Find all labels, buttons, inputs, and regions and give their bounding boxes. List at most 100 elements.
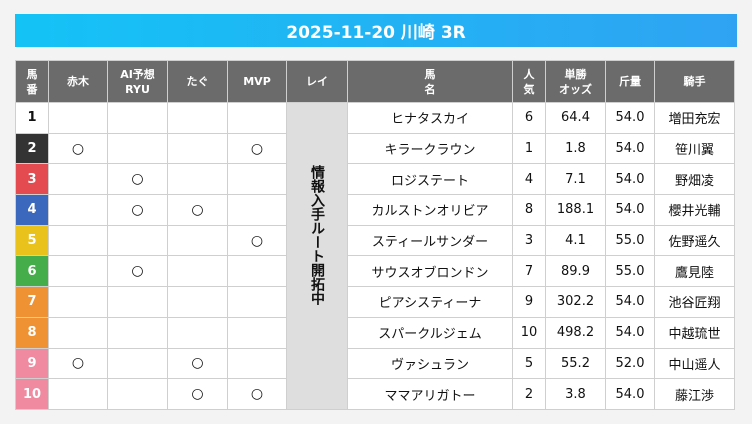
win-odds: 302.2 <box>545 286 606 318</box>
horse-number: 3 <box>15 163 49 196</box>
header-name-line2: 名 <box>424 82 436 96</box>
popularity: 5 <box>512 347 546 380</box>
header-pop-line1: 人 <box>523 67 535 81</box>
popularity: 9 <box>512 286 546 318</box>
horse-name: ロジステート <box>347 163 513 196</box>
weight: 55.0 <box>605 224 655 257</box>
header-odds: 単勝 オッズ <box>545 60 606 103</box>
horse-name: スティールサンダー <box>347 224 513 257</box>
table-row: 9 ○ ○ ヴァシュラン 5 55.2 52.0 中山遥人 <box>15 347 735 380</box>
mark-mvp <box>227 194 287 226</box>
popularity: 1 <box>512 132 546 165</box>
jockey: 中山遥人 <box>654 347 735 380</box>
horse-number: 6 <box>15 255 49 288</box>
mark-akagi <box>48 378 108 410</box>
mark-ai <box>107 224 168 257</box>
mark-tagu <box>167 132 228 165</box>
header-ai-line1: AI予想 <box>120 67 155 81</box>
mark-mvp <box>227 347 287 380</box>
win-odds: 498.2 <box>545 316 606 349</box>
header-odds-line2: オッズ <box>559 82 592 96</box>
mark-akagi: ○ <box>48 132 108 165</box>
jockey: 野畑凌 <box>654 163 735 196</box>
mark-akagi <box>48 163 108 196</box>
horse-number: 1 <box>15 102 49 134</box>
rei-note-cell: 情報入手ルート開拓中 <box>286 102 348 410</box>
mark-mvp <box>227 286 287 318</box>
horse-name: ママアリガトー <box>347 378 513 410</box>
header-tagu: たぐ <box>167 60 228 103</box>
jockey: 笹川翼 <box>654 132 735 165</box>
header-ai: AI予想 RYU <box>107 60 168 103</box>
horse-name: ヴァシュラン <box>347 347 513 380</box>
mark-tagu <box>167 224 228 257</box>
table-row: 3 ○ ロジステート 4 7.1 54.0 野畑凌 <box>15 163 735 196</box>
horse-number: 7 <box>15 286 49 318</box>
mark-tagu <box>167 316 228 349</box>
popularity: 2 <box>512 378 546 410</box>
popularity: 3 <box>512 224 546 257</box>
horse-number: 4 <box>15 194 49 226</box>
win-odds: 55.2 <box>545 347 606 380</box>
mark-ai: ○ <box>107 163 168 196</box>
mark-ai <box>107 316 168 349</box>
header-pop-line2: 気 <box>523 82 535 96</box>
jockey: 中越琉世 <box>654 316 735 349</box>
mark-tagu <box>167 286 228 318</box>
mark-akagi <box>48 102 108 134</box>
header-akagi: 赤木 <box>48 60 108 103</box>
mark-akagi <box>48 224 108 257</box>
win-odds: 64.4 <box>545 102 606 134</box>
horse-number: 10 <box>15 378 49 410</box>
table-row: 4 ○ ○ カルストンオリビア 8 188.1 54.0 櫻井光輔 <box>15 194 735 226</box>
weight: 54.0 <box>605 194 655 226</box>
table-row: 5 ○ スティールサンダー 3 4.1 55.0 佐野遥久 <box>15 224 735 257</box>
table-row: 7 ピアシスティーナ 9 302.2 54.0 池谷匠翔 <box>15 286 735 318</box>
popularity: 4 <box>512 163 546 196</box>
race-title: 2025-11-20 川崎 3R <box>15 14 737 47</box>
win-odds: 188.1 <box>545 194 606 226</box>
table-row: 8 スパークルジェム 10 498.2 54.0 中越琉世 <box>15 316 735 349</box>
mark-akagi <box>48 255 108 288</box>
weight: 52.0 <box>605 347 655 380</box>
win-odds: 1.8 <box>545 132 606 165</box>
popularity: 8 <box>512 194 546 226</box>
weight: 54.0 <box>605 378 655 410</box>
mark-mvp <box>227 316 287 349</box>
header-name-line1: 馬 <box>424 67 436 81</box>
header-rei: レイ <box>286 60 348 103</box>
jockey: 藤江渉 <box>654 378 735 410</box>
mark-mvp: ○ <box>227 132 287 165</box>
mark-ai: ○ <box>107 255 168 288</box>
header-jockey: 騎手 <box>654 60 735 103</box>
popularity: 7 <box>512 255 546 288</box>
table-row: 1 情報入手ルート開拓中 ヒナタスカイ 6 64.4 54.0 増田充宏 <box>15 102 735 410</box>
mark-ai <box>107 378 168 410</box>
jockey: 櫻井光輔 <box>654 194 735 226</box>
mark-akagi: ○ <box>48 347 108 380</box>
mark-akagi <box>48 316 108 349</box>
mark-mvp: ○ <box>227 224 287 257</box>
mark-akagi <box>48 286 108 318</box>
mark-ai: ○ <box>107 194 168 226</box>
horse-name: カルストンオリビア <box>347 194 513 226</box>
horse-number: 8 <box>15 316 49 349</box>
horse-number: 2 <box>15 132 49 165</box>
mark-tagu: ○ <box>167 347 228 380</box>
mark-ai <box>107 347 168 380</box>
weight: 54.0 <box>605 286 655 318</box>
weight: 54.0 <box>605 132 655 165</box>
weight: 54.0 <box>605 102 655 134</box>
popularity: 10 <box>512 316 546 349</box>
win-odds: 7.1 <box>545 163 606 196</box>
horse-name: サウスオブロンドン <box>347 255 513 288</box>
header-ai-line2: RYU <box>125 82 150 96</box>
popularity: 6 <box>512 102 546 134</box>
mark-mvp: ○ <box>227 378 287 410</box>
table-row: 10 ○ ○ ママアリガトー 2 3.8 54.0 藤江渉 <box>15 378 735 410</box>
horse-name: キラークラウン <box>347 132 513 165</box>
table-row: 6 ○ サウスオブロンドン 7 89.9 55.0 鷹見陸 <box>15 255 735 288</box>
weight: 54.0 <box>605 163 655 196</box>
mark-ai <box>107 286 168 318</box>
horse-number: 5 <box>15 224 49 257</box>
